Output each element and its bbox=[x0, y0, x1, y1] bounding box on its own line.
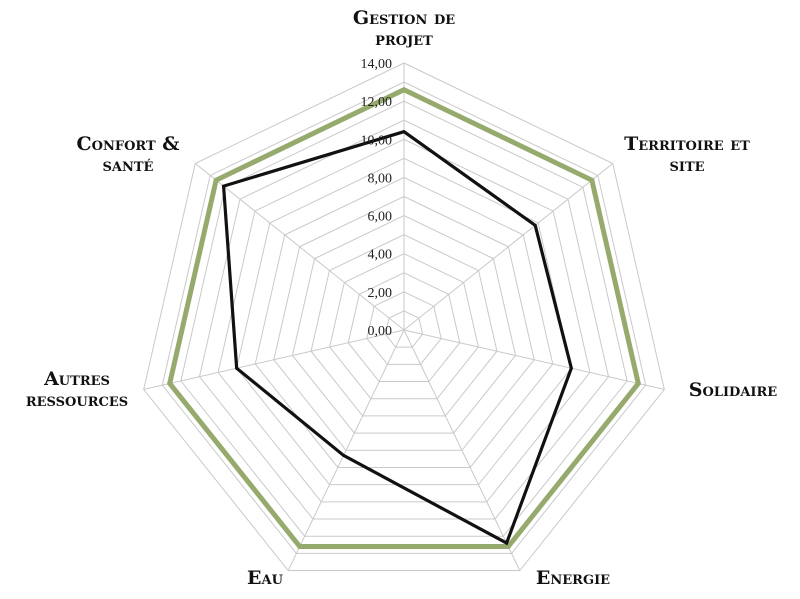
tick-labels: 0,00 2,00 4,00 6,00 8,00 10,00 12,00 14,00 bbox=[361, 57, 393, 339]
series-line-1 bbox=[167, 86, 641, 550]
axis-label: santé bbox=[103, 154, 154, 176]
axis-spoke bbox=[194, 163, 405, 331]
axis-spoke bbox=[143, 329, 405, 390]
grid-ring bbox=[143, 62, 665, 572]
axis-label: Autres bbox=[43, 368, 110, 390]
grid-ring bbox=[161, 81, 647, 554]
grid-ring bbox=[347, 272, 461, 383]
tick-label: 2,00 bbox=[368, 286, 393, 301]
axis-label: projet bbox=[375, 28, 433, 50]
axis-label: ressources bbox=[26, 389, 128, 411]
grid-ring bbox=[366, 291, 442, 365]
axis-spoke bbox=[403, 329, 521, 571]
tick-label: 6,00 bbox=[368, 210, 393, 225]
tick-label: 0,00 bbox=[368, 324, 393, 339]
axis-spoke bbox=[403, 329, 665, 390]
axis-label: Energie bbox=[536, 567, 610, 589]
grid-ring bbox=[384, 310, 424, 348]
grid-ring bbox=[180, 100, 628, 537]
axis-label: site bbox=[669, 154, 704, 176]
tick-label: 4,00 bbox=[368, 248, 393, 263]
axis-label: Eau bbox=[247, 567, 284, 589]
axis-spoke bbox=[403, 163, 614, 331]
series-line-2 bbox=[221, 129, 574, 546]
tick-label: 10,00 bbox=[361, 133, 393, 148]
grid-ring bbox=[254, 176, 554, 468]
axis-spoke bbox=[287, 329, 405, 571]
grid-ring bbox=[310, 234, 498, 417]
grid-ring bbox=[236, 157, 572, 486]
tick-label: 12,00 bbox=[361, 95, 393, 110]
axis-label: Confort & bbox=[77, 133, 180, 155]
axis-label: Territoire et bbox=[624, 133, 750, 155]
grid-ring bbox=[273, 195, 535, 451]
grid-ring bbox=[217, 138, 591, 503]
tick-label: 14,00 bbox=[361, 57, 393, 72]
tick-label: 8,00 bbox=[368, 171, 393, 186]
series-layer bbox=[167, 86, 641, 550]
axis-label: Gestion de bbox=[353, 7, 455, 29]
axis-label: Solidaire bbox=[689, 379, 778, 401]
grid-layer bbox=[143, 62, 665, 572]
grid-ring bbox=[329, 253, 479, 400]
grid-ring bbox=[198, 119, 610, 520]
grid-ring bbox=[291, 215, 517, 434]
